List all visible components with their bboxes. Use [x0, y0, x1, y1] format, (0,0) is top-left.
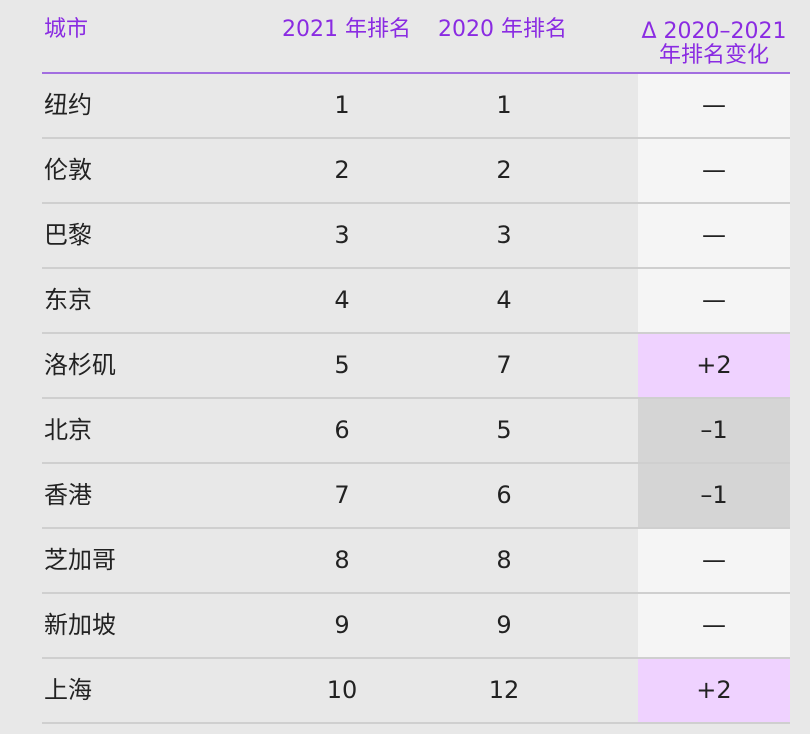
city-cell: 巴黎 — [44, 221, 92, 249]
rank-2020-cell: 1 — [496, 91, 512, 119]
rank-2020-cell: 6 — [496, 481, 512, 509]
rank-2020-cell: 3 — [496, 221, 512, 249]
rank-2021-cell: 7 — [334, 481, 350, 509]
city-cell: 伦敦 — [44, 156, 92, 184]
rank-2020-cell: 9 — [496, 611, 512, 639]
table-row: 洛杉矶 5 7 +2 — [42, 334, 790, 399]
rank-2020-cell: 8 — [496, 546, 512, 574]
table-row: 东京 4 4 — — [42, 269, 790, 334]
rank-change-cell: — — [638, 139, 790, 202]
rank-change-cell: — — [638, 269, 790, 332]
table-header: 城市 2021 年排名 2020 年排名 Δ 2020–2021 年排名变化 — [42, 0, 790, 74]
ranking-table: 城市 2021 年排名 2020 年排名 Δ 2020–2021 年排名变化 纽… — [42, 0, 790, 724]
rank-2021-cell: 5 — [334, 351, 350, 379]
rank-2020-cell: 7 — [496, 351, 512, 379]
rank-2020-cell: 5 — [496, 416, 512, 444]
rank-2021-cell: 8 — [334, 546, 350, 574]
header-rank-2021: 2021 年排名 — [282, 17, 411, 42]
rank-2021-cell: 4 — [334, 286, 350, 314]
table-row: 芝加哥 8 8 — — [42, 529, 790, 594]
rank-2020-cell: 2 — [496, 156, 512, 184]
rank-change-cell: — — [638, 529, 790, 592]
table-row: 北京 6 5 –1 — [42, 399, 790, 464]
table-row: 新加坡 9 9 — — [42, 594, 790, 659]
rank-2020-cell: 12 — [488, 676, 520, 704]
rank-change-cell: — — [638, 204, 790, 267]
header-rank-2020: 2020 年排名 — [438, 17, 567, 42]
table-row: 巴黎 3 3 — — [42, 204, 790, 269]
table-row: 纽约 1 1 — — [42, 74, 790, 139]
table-body: 纽约 1 1 — 伦敦 2 2 — 巴黎 3 3 — 东京 4 4 — 洛杉矶 … — [42, 74, 790, 724]
rank-2021-cell: 6 — [334, 416, 350, 444]
rank-2020-cell: 4 — [496, 286, 512, 314]
city-cell: 洛杉矶 — [44, 351, 116, 379]
table-row: 上海 10 12 +2 — [42, 659, 790, 724]
table-row: 香港 7 6 –1 — [42, 464, 790, 529]
header-rank-change-line2: 年排名变化 — [658, 43, 769, 68]
rank-2021-cell: 3 — [334, 221, 350, 249]
rank-change-cell: –1 — [638, 399, 790, 462]
rank-change-cell: — — [638, 74, 790, 137]
city-cell: 香港 — [44, 481, 92, 509]
rank-change-cell: — — [638, 594, 790, 657]
rank-change-cell: +2 — [638, 659, 790, 722]
header-city: 城市 — [44, 17, 89, 42]
rank-change-cell: +2 — [638, 334, 790, 397]
header-rank-change: Δ 2020–2021 年排名变化 — [638, 20, 790, 68]
city-cell: 北京 — [44, 416, 92, 444]
rank-2021-cell: 2 — [334, 156, 350, 184]
rank-2021-cell: 1 — [334, 91, 350, 119]
city-cell: 东京 — [44, 286, 92, 314]
table-row: 伦敦 2 2 — — [42, 139, 790, 204]
rank-2021-cell: 10 — [326, 676, 358, 704]
city-cell: 芝加哥 — [44, 546, 116, 574]
city-cell: 纽约 — [44, 91, 92, 119]
city-cell: 新加坡 — [44, 611, 116, 639]
rank-2021-cell: 9 — [334, 611, 350, 639]
rank-change-cell: –1 — [638, 464, 790, 527]
city-cell: 上海 — [44, 676, 92, 704]
header-rank-change-line1: Δ 2020–2021 — [641, 19, 787, 44]
